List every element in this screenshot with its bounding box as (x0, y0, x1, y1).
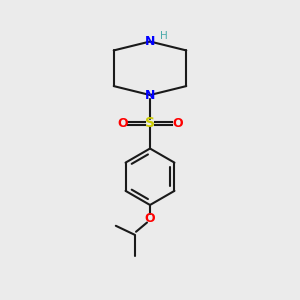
Text: O: O (145, 212, 155, 225)
Text: O: O (117, 117, 128, 130)
Text: N: N (145, 88, 155, 101)
Text: O: O (172, 117, 183, 130)
Text: N: N (145, 35, 155, 48)
Text: S: S (145, 116, 155, 130)
Text: H: H (160, 31, 168, 40)
